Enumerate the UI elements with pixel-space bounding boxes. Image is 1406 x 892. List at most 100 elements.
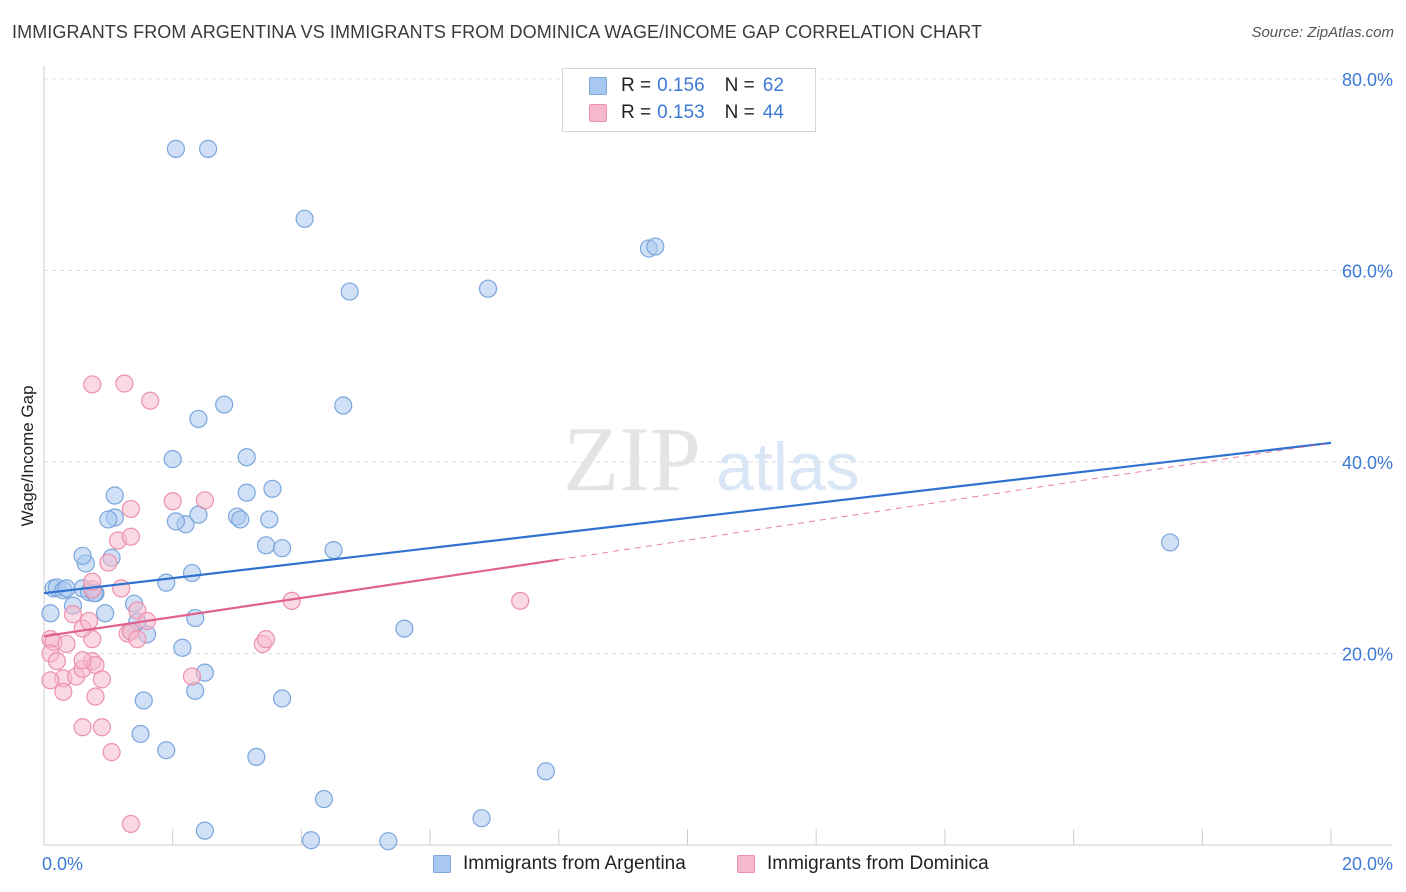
- point-dominica: [141, 391, 160, 410]
- y-tick-label: 40.0%: [1342, 453, 1393, 473]
- point-argentina: [272, 539, 292, 558]
- point-dominica: [83, 375, 102, 394]
- trend-lines: [43, 441, 1332, 638]
- point-argentina: [256, 536, 276, 555]
- point-dominica: [115, 374, 134, 393]
- point-dominica: [121, 499, 140, 519]
- point-argentina: [260, 510, 279, 529]
- legend-row-argentina: R = 0.156 N = 62: [589, 75, 784, 97]
- point-dominica: [41, 671, 60, 690]
- watermark-atlas: atlas: [716, 429, 860, 505]
- x-tick-label: 0.0%: [42, 854, 83, 874]
- point-dominica: [256, 630, 276, 649]
- point-argentina: [472, 809, 491, 828]
- point-dominica: [73, 718, 92, 737]
- point-dominica: [54, 682, 73, 701]
- point-argentina: [314, 789, 334, 809]
- axes: [43, 66, 1392, 846]
- legend-n-value: 62: [762, 75, 784, 96]
- point-dominica: [86, 687, 105, 706]
- point-argentina: [198, 139, 218, 158]
- point-dominica: [128, 630, 147, 649]
- point-argentina: [57, 579, 76, 598]
- point-argentina: [182, 563, 202, 583]
- bottom-legend-swatch-pink: [737, 855, 755, 873]
- point-argentina: [189, 409, 208, 429]
- point-dominica: [57, 634, 76, 654]
- point-argentina: [1161, 533, 1180, 552]
- legend-swatch-pink: [589, 104, 607, 122]
- point-argentina: [301, 831, 321, 850]
- trend-line-dominica-extended: [558, 442, 1332, 561]
- point-argentina: [334, 396, 353, 415]
- point-argentina: [134, 691, 153, 710]
- point-dominica: [121, 814, 140, 834]
- point-argentina: [99, 510, 118, 529]
- point-argentina: [166, 139, 186, 158]
- legend-r-label: R =: [621, 102, 652, 123]
- bottom-legend-swatch-blue: [433, 855, 451, 873]
- y-axis-label: Wage/Income Gap: [18, 385, 37, 527]
- point-argentina: [247, 747, 266, 767]
- point-dominica: [79, 611, 99, 631]
- point-argentina: [237, 483, 256, 502]
- point-argentina: [105, 486, 124, 505]
- tick-labels: 20.0% 40.0% 60.0% 80.0% 0.0% 20.0%: [42, 70, 1393, 874]
- watermark: ZIP atlas: [563, 408, 860, 510]
- source-label: Source: ZipAtlas.com: [1251, 24, 1394, 41]
- point-dominica: [195, 491, 214, 510]
- legend-n-value: 44: [762, 102, 784, 123]
- point-argentina: [379, 832, 398, 851]
- point-dominica: [182, 667, 202, 686]
- legend-row-dominica: R = 0.153 N = 44: [589, 102, 784, 124]
- point-argentina: [166, 512, 186, 531]
- grid-lines: [44, 78, 1392, 654]
- y-tick-label: 80.0%: [1342, 70, 1393, 90]
- point-argentina: [163, 450, 182, 469]
- point-dominica: [63, 605, 83, 624]
- point-argentina: [231, 510, 250, 529]
- point-argentina: [73, 546, 92, 565]
- point-dominica: [47, 652, 66, 671]
- point-dominica: [99, 553, 118, 572]
- point-argentina: [263, 479, 282, 498]
- y-tick-label: 20.0%: [1342, 645, 1393, 665]
- point-argentina: [237, 448, 256, 467]
- point-argentina: [157, 741, 176, 760]
- legend-n-label: N =: [724, 102, 755, 123]
- point-dominica: [92, 670, 112, 689]
- bottom-legend-label: Immigrants from Argentina: [463, 853, 686, 874]
- point-argentina: [195, 821, 214, 840]
- legend-n-label: N =: [724, 75, 755, 96]
- point-dominica: [511, 591, 530, 610]
- point-argentina: [536, 762, 556, 781]
- point-dominica: [121, 527, 140, 546]
- point-argentina: [646, 237, 665, 256]
- legend-r-label: R =: [621, 75, 652, 96]
- point-dominica: [163, 492, 182, 511]
- legend-swatch-blue: [589, 77, 607, 95]
- stats-legend: R = 0.156 N = 62 R = 0.153 N = 44: [562, 68, 816, 132]
- y-tick-label: 60.0%: [1342, 262, 1393, 282]
- point-argentina: [215, 395, 234, 414]
- watermark-zip: ZIP: [563, 408, 701, 510]
- point-argentina: [41, 604, 60, 623]
- point-argentina: [395, 619, 414, 638]
- point-dominica: [92, 718, 112, 737]
- legend-r-value: 0.153: [657, 102, 705, 123]
- bottom-legend-argentina: Immigrants from Argentina: [433, 852, 686, 876]
- point-argentina: [173, 638, 192, 657]
- point-argentina: [478, 279, 498, 298]
- point-argentina: [324, 540, 343, 560]
- trend-line-dominica: [43, 558, 559, 638]
- bottom-legend-dominica: Immigrants from Dominica: [737, 852, 989, 876]
- trend-line-argentina: [43, 441, 1332, 595]
- point-argentina: [272, 689, 292, 708]
- point-dominica: [73, 651, 92, 670]
- point-argentina: [295, 209, 314, 228]
- point-dominica: [102, 743, 121, 762]
- point-argentina: [96, 604, 115, 623]
- point-argentina: [340, 282, 359, 301]
- bottom-legend-label: Immigrants from Dominica: [767, 853, 989, 874]
